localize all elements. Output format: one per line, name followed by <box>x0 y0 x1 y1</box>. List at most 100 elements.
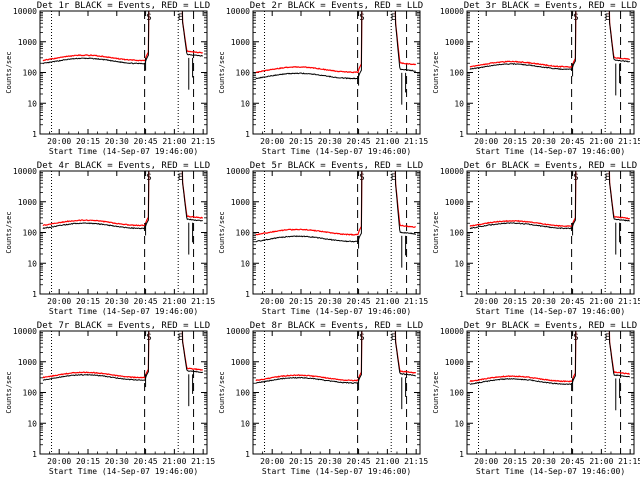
y-axis-label: Counts/sec <box>432 211 440 253</box>
series-line-black <box>255 11 416 80</box>
x-tick-label: 20:30 <box>318 297 342 306</box>
x-tick-label: 20:45 <box>561 457 585 466</box>
x-tick-label: 21:15 <box>618 457 640 466</box>
x-tick-label: 20:00 <box>260 457 284 466</box>
y-tick-label: 10 <box>454 259 464 268</box>
x-tick-label: 20:30 <box>105 137 129 146</box>
x-tick-label: 21:15 <box>191 297 215 306</box>
y-tick-label: 1000 <box>18 358 37 367</box>
y-tick-label: 1000 <box>445 198 464 207</box>
plot-frame <box>39 10 208 135</box>
x-tick-label: 20:00 <box>260 137 284 146</box>
y-tick-label: 10000 <box>226 7 250 16</box>
x-tick-label: 20:30 <box>318 457 342 466</box>
x-axis-label: Start Time (14-Sep-07 19:46:00) <box>476 467 625 476</box>
plot-frame <box>466 170 635 295</box>
x-tick-label: 20:15 <box>289 137 313 146</box>
x-tick-label: 20:45 <box>134 297 158 306</box>
y-tick-label: 100 <box>236 389 251 398</box>
x-tick-label: 21:00 <box>589 457 613 466</box>
x-axis-label: Start Time (14-Sep-07 19:46:00) <box>262 467 411 476</box>
x-tick-label: 20:45 <box>134 137 158 146</box>
x-axis-label: Start Time (14-Sep-07 19:46:00) <box>49 467 198 476</box>
x-tick-label: 20:30 <box>532 137 556 146</box>
plot-frame <box>466 330 635 455</box>
x-tick-label: 20:00 <box>47 457 71 466</box>
y-tick-label: 100 <box>23 389 38 398</box>
x-axis-label: Start Time (14-Sep-07 19:46:00) <box>49 147 198 156</box>
y-tick-label: 10 <box>454 419 464 428</box>
panel-title: Det 1r BLACK = Events, RED = LLD <box>37 1 210 11</box>
x-tick-label: 21:15 <box>404 457 428 466</box>
series-line-red <box>469 11 630 69</box>
x-tick-label: 21:15 <box>191 457 215 466</box>
plot-frame <box>466 10 635 135</box>
x-tick-label: 21:00 <box>375 457 399 466</box>
y-axis-label: Counts/sec <box>432 51 440 93</box>
y-tick-label: 10000 <box>226 167 250 176</box>
x-tick-label: 20:15 <box>289 457 313 466</box>
y-tick-label: 100 <box>450 389 465 398</box>
x-tick-label: 20:45 <box>561 137 585 146</box>
y-tick-label: 10 <box>27 259 37 268</box>
x-tick-label: 20:15 <box>503 457 527 466</box>
y-tick-label: 10000 <box>226 327 250 336</box>
y-tick-label: 1 <box>32 130 37 139</box>
panel-det-6: Det 6r BLACK = Events, RED = LLD Counts/s… <box>432 161 640 316</box>
series-line-red <box>255 171 416 236</box>
y-axis-label: Counts/sec <box>5 371 13 413</box>
x-tick-label: 20:15 <box>503 137 527 146</box>
x-tick-label: 20:45 <box>134 457 158 466</box>
end-annotation: E <box>605 173 610 183</box>
x-tick-label: 21:00 <box>589 137 613 146</box>
y-tick-label: 100 <box>23 229 38 238</box>
x-tick-label: 20:00 <box>474 457 498 466</box>
x-tick-label: 20:45 <box>347 137 371 146</box>
series-line-black <box>255 171 417 243</box>
y-axis-label: Counts/sec <box>218 51 226 93</box>
panel-title: Det 7r BLACK = Events, RED = LLD <box>37 321 210 331</box>
y-tick-label: 1 <box>459 290 464 299</box>
end-annotation: E <box>391 173 396 183</box>
plot-frame <box>39 170 208 295</box>
y-tick-label: 100 <box>236 69 251 78</box>
x-axis-label: Start Time (14-Sep-07 19:46:00) <box>49 307 198 316</box>
x-tick-label: 20:00 <box>260 297 284 306</box>
x-tick-label: 20:15 <box>503 297 527 306</box>
plot-frame <box>252 330 421 455</box>
y-tick-label: 1 <box>32 450 37 459</box>
plot-frame <box>252 10 421 135</box>
series-line-black <box>255 331 416 384</box>
x-axis-label: Start Time (14-Sep-07 19:46:00) <box>476 307 625 316</box>
y-tick-label: 100 <box>236 229 251 238</box>
y-tick-label: 1 <box>459 450 464 459</box>
x-axis-label: Start Time (14-Sep-07 19:46:00) <box>262 307 411 316</box>
y-tick-label: 10000 <box>440 7 464 16</box>
x-tick-label: 20:30 <box>105 297 129 306</box>
end-annotation: E <box>178 333 183 343</box>
y-tick-label: 10000 <box>13 327 37 336</box>
x-tick-label: 21:15 <box>618 297 640 306</box>
y-tick-label: 1000 <box>231 198 250 207</box>
series-line-black <box>42 331 204 381</box>
y-tick-label: 10000 <box>13 167 37 176</box>
end-annotation: E <box>391 333 396 343</box>
series-line-red <box>42 331 203 379</box>
x-tick-label: 21:15 <box>618 137 640 146</box>
x-tick-label: 21:00 <box>375 297 399 306</box>
series-line-black <box>42 11 204 65</box>
x-tick-label: 20:00 <box>47 137 71 146</box>
x-tick-label: 20:30 <box>318 137 342 146</box>
y-tick-label: 10 <box>27 419 37 428</box>
plot-frame <box>252 170 421 295</box>
panel-det-9: Det 9r BLACK = Events, RED = LLD Counts/s… <box>432 321 640 476</box>
y-tick-label: 10000 <box>440 327 464 336</box>
y-tick-label: 1000 <box>18 198 37 207</box>
x-tick-label: 20:15 <box>289 297 313 306</box>
end-annotation: E <box>178 173 183 183</box>
x-tick-label: 20:30 <box>532 457 556 466</box>
y-tick-label: 10 <box>240 419 250 428</box>
x-tick-label: 21:00 <box>375 137 399 146</box>
panel-det-4: Det 4r BLACK = Events, RED = LLD Counts/s… <box>5 161 215 316</box>
x-tick-label: 21:00 <box>589 297 613 306</box>
